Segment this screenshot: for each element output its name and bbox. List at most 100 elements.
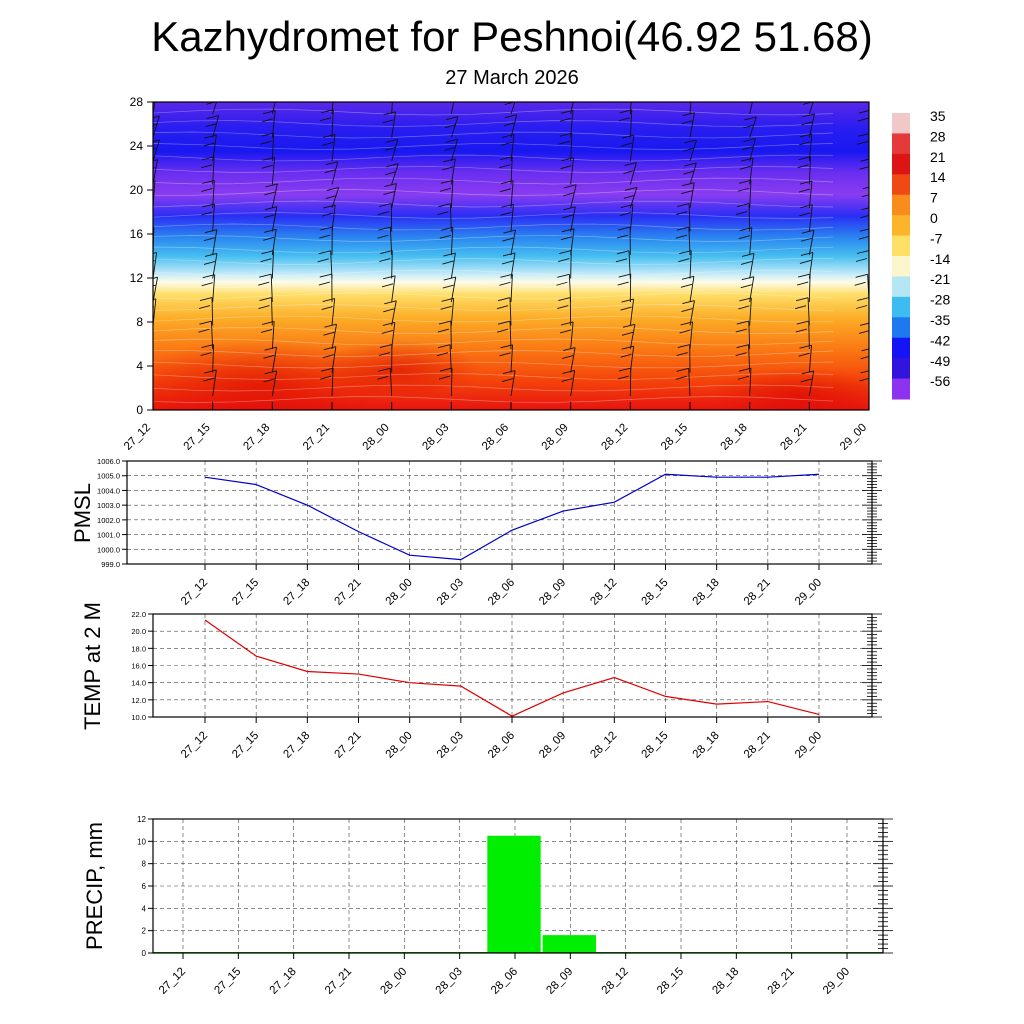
wind-barb bbox=[437, 320, 452, 350]
wind-barb-flag bbox=[321, 306, 333, 311]
wind-barb-staff bbox=[153, 277, 159, 303]
wind-barb-flag bbox=[437, 328, 449, 333]
precip-chart: 0 2 4 6 8 10 12 27_12 27_15 27_18 27_21 28_00 28_03 2… bbox=[82, 815, 893, 997]
wind-barb bbox=[263, 206, 278, 232]
wind-barb-flag bbox=[439, 234, 451, 239]
wind-barb-flag bbox=[562, 355, 574, 360]
wind-barb-flag bbox=[440, 305, 452, 310]
wind-barb-flag bbox=[205, 123, 217, 127]
wind-barb-flag bbox=[140, 204, 152, 207]
wind-barb-staff bbox=[212, 156, 215, 185]
wind-barb-staff bbox=[153, 102, 156, 115]
wind-barb-staff bbox=[570, 347, 576, 373]
wind-barb-flag bbox=[319, 273, 332, 278]
wind-barb-flag bbox=[619, 94, 630, 97]
wind-barb-staff bbox=[391, 183, 397, 209]
colorbar-swatch bbox=[892, 215, 910, 237]
wind-barb-flag bbox=[796, 320, 809, 325]
wind-barb-flag bbox=[736, 344, 749, 349]
x-tick-label: 28_12 bbox=[600, 966, 631, 997]
y-tick-label: 20 bbox=[130, 183, 144, 197]
wind-barb-flag bbox=[321, 95, 332, 98]
y-tick-label: 1001.0 bbox=[97, 531, 120, 540]
wind-barb-flag bbox=[563, 192, 575, 197]
wind-barb-flag bbox=[378, 211, 390, 215]
wind-barb-flag bbox=[263, 110, 276, 115]
wind-barb-flag bbox=[265, 183, 278, 188]
contour-line bbox=[153, 338, 834, 346]
x-tick-label: 28_09 bbox=[537, 730, 568, 761]
wind-barb-flag bbox=[443, 158, 456, 163]
wind-barb bbox=[562, 347, 576, 373]
wind-barb-flag bbox=[445, 116, 458, 121]
wind-barb-flag bbox=[501, 133, 515, 138]
wind-barb-flag bbox=[261, 132, 274, 137]
contour-line bbox=[153, 120, 834, 127]
colorbar-swatch bbox=[892, 337, 910, 359]
wind-barb-flag bbox=[741, 276, 754, 281]
wind-barb-staff bbox=[808, 113, 815, 138]
x-tick-label: 27_15 bbox=[230, 730, 261, 761]
wind-barb-flag bbox=[258, 305, 270, 310]
wind-barb-flag bbox=[321, 141, 334, 146]
wind-barb bbox=[796, 273, 811, 303]
wind-barb bbox=[319, 226, 333, 256]
wind-barb-flag bbox=[502, 370, 516, 374]
panel-frame bbox=[126, 460, 873, 565]
wind-barb-staff bbox=[689, 182, 695, 209]
wind-barb bbox=[797, 156, 811, 185]
wind-barb bbox=[153, 252, 158, 279]
wind-barb-flag bbox=[501, 378, 514, 382]
wind-barb-flag bbox=[621, 298, 634, 303]
x-tick-label: 27_18 bbox=[268, 966, 299, 997]
wind-barb-flag bbox=[619, 212, 632, 216]
wind-barb bbox=[383, 300, 397, 326]
wind-barb-flag bbox=[259, 273, 272, 278]
wind-barb-flag bbox=[557, 273, 570, 278]
wind-barb-flag bbox=[321, 109, 334, 114]
wind-barb-staff bbox=[391, 139, 399, 162]
x-tick-label: 27_21 bbox=[333, 577, 364, 608]
wind-barb bbox=[800, 229, 815, 256]
wind-barb bbox=[378, 203, 393, 232]
wind-barb-flag bbox=[738, 305, 750, 310]
wind-barb bbox=[558, 132, 573, 162]
wind-barb-flag bbox=[682, 112, 695, 117]
wind-barb bbox=[735, 203, 751, 232]
wind-barb bbox=[858, 228, 869, 255]
wind-barb-flag bbox=[324, 169, 336, 174]
wind-barb bbox=[681, 112, 695, 138]
wind-barb-staff bbox=[271, 183, 278, 209]
wind-barb-staff bbox=[568, 274, 572, 303]
contour-line bbox=[153, 166, 834, 173]
x-tick-label: 29_00 bbox=[793, 577, 824, 608]
wind-barb-flag bbox=[323, 331, 335, 336]
wind-barb-flag bbox=[855, 258, 868, 262]
wind-barb-flag bbox=[139, 212, 150, 215]
wind-barb-flag bbox=[861, 194, 869, 198]
wind-barb-flag bbox=[439, 367, 453, 372]
wind-barb bbox=[679, 321, 694, 350]
wind-barb-flag bbox=[200, 164, 213, 169]
wind-barb-flag bbox=[145, 89, 157, 92]
wind-barb-staff bbox=[450, 227, 454, 256]
wind-barb-flag bbox=[321, 367, 334, 372]
wind-barb-staff bbox=[749, 297, 752, 326]
wind-barb bbox=[502, 229, 516, 256]
wind-barb bbox=[325, 187, 340, 209]
y-axis-label: PRECIP, mm bbox=[82, 822, 107, 950]
wind-barb-flag bbox=[617, 226, 631, 231]
wind-barb-flag bbox=[443, 252, 456, 257]
x-tick-label: 28_09 bbox=[537, 577, 568, 608]
wind-barb-flag bbox=[735, 211, 748, 215]
wind-barb-flag bbox=[857, 140, 869, 145]
wind-barb-flag bbox=[153, 306, 155, 308]
pmsl-line bbox=[204, 473, 820, 561]
wind-barb-flag bbox=[384, 183, 397, 187]
x-tick-label: 28_06 bbox=[480, 422, 511, 453]
wind-barb-flag bbox=[800, 378, 812, 383]
wind-barb-flag bbox=[682, 182, 695, 187]
wind-barb-staff bbox=[450, 102, 455, 115]
wind-barb-staff bbox=[212, 274, 216, 303]
